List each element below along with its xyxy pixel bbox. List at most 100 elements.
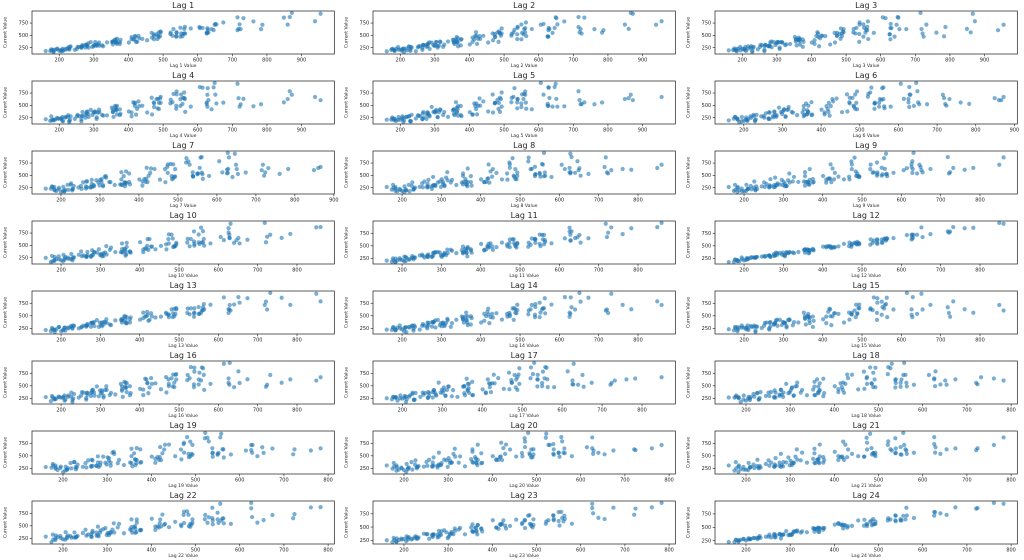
x-tick-label: 600: [193, 127, 203, 133]
x-tick-label: 500: [516, 337, 526, 343]
x-tick-label: 400: [124, 127, 134, 133]
scatter-points: [384, 220, 665, 265]
lag-plot-canvas-23: Lag 23 200 300 400 500 600 700 800 250 500 750 Lag …: [344, 491, 677, 559]
y-tick-label: 750: [701, 301, 711, 307]
scatter-points: [384, 10, 665, 55]
x-tick-label: 200: [56, 407, 66, 413]
x-tick-label: 700: [936, 337, 946, 343]
x-tick-label: 300: [778, 197, 788, 203]
y-tick-label: 500: [19, 314, 29, 320]
subplot-title: Lag 7: [172, 141, 194, 150]
y-tick-label: 500: [19, 33, 29, 39]
x-tick-label: 300: [437, 337, 447, 343]
scatter-points: [726, 500, 1006, 545]
scatter-points: [43, 430, 323, 475]
y-tick-label: 500: [701, 384, 711, 390]
y-axis-label: Current Value: [2, 227, 8, 258]
scatter-points: [384, 80, 665, 125]
y-tick-label: 500: [360, 33, 370, 39]
scatter-points: [726, 290, 1006, 335]
lag-plot-10: Lag 10 200 300 400 500 600 700 800 250 500 750 Lag …: [0, 210, 341, 280]
subplot-title: Lag 22: [170, 491, 197, 500]
x-tick-label: 800: [945, 57, 955, 63]
x-tick-label: 200: [58, 477, 68, 483]
x-tick-label: 800: [290, 197, 300, 203]
x-axis-label: Lag 11 Value: [510, 273, 540, 279]
lag-plot-23: Lag 23 200 300 400 500 600 700 800 250 500 750 Lag …: [341, 490, 682, 560]
x-tick-label: 200: [396, 127, 406, 133]
x-tick-label: 400: [806, 57, 816, 63]
x-tick-label: 700: [251, 197, 261, 203]
x-tick-label: 200: [739, 127, 749, 133]
x-tick-label: 800: [665, 477, 675, 483]
x-tick-label: 600: [214, 267, 224, 273]
x-tick-label: 600: [896, 267, 906, 273]
lag-plot-canvas-14: Lag 14 200 300 400 500 600 700 800 250 500 750 Lag …: [344, 281, 677, 349]
x-tick-label: 700: [910, 57, 920, 63]
subplot-title: Lag 6: [855, 71, 877, 80]
x-tick-label: 700: [279, 547, 289, 553]
x-tick-label: 800: [262, 127, 272, 133]
y-tick-label: 500: [701, 314, 711, 320]
subplot-title: Lag 2: [513, 1, 535, 10]
x-tick-label: 200: [398, 337, 408, 343]
lag-plot-11: Lag 11 200 300 400 500 600 700 800 250 500 750 Lag …: [341, 210, 682, 280]
scatter-points: [726, 150, 1006, 195]
subplot-title: Lag 1: [172, 1, 194, 10]
lag-plot-13: Lag 13 200 300 400 500 600 700 800 250 500 750 Lag …: [0, 280, 341, 350]
x-tick-label: 800: [262, 57, 272, 63]
x-tick-label: 500: [174, 407, 184, 413]
y-axis-label: Current Value: [2, 157, 8, 188]
subplot-title: Lag 14: [511, 281, 538, 290]
y-tick-label: 250: [19, 466, 29, 472]
y-tick-label: 250: [360, 185, 370, 191]
x-tick-label: 500: [873, 407, 883, 413]
x-tick-label: 500: [532, 547, 542, 553]
x-axis-label: Lag 18 Value: [851, 413, 881, 419]
y-tick-label: 500: [19, 384, 29, 390]
x-tick-label: 800: [1006, 477, 1016, 483]
x-axis-label: Lag 9 Value: [852, 203, 879, 209]
x-tick-label: 500: [841, 57, 851, 63]
x-axis-label: Lag 6 Value: [852, 133, 879, 139]
x-tick-label: 700: [598, 407, 608, 413]
scatter-points: [43, 290, 323, 335]
x-tick-label: 200: [737, 57, 747, 63]
x-tick-label: 900: [638, 57, 648, 63]
scatter-points: [726, 430, 1006, 475]
scatter-points: [384, 500, 665, 545]
x-tick-label: 800: [323, 547, 333, 553]
x-tick-label: 200: [54, 127, 64, 133]
x-tick-label: 900: [329, 197, 339, 203]
x-tick-label: 300: [89, 57, 99, 63]
x-tick-label: 300: [785, 407, 795, 413]
y-tick-label: 750: [19, 21, 29, 27]
lag-plot-canvas-17: Lag 17 200 300 400 500 600 700 800 250 500 750 Lag …: [344, 351, 677, 419]
y-tick-label: 250: [19, 536, 29, 542]
x-tick-label: 400: [829, 547, 839, 553]
x-tick-label: 700: [936, 267, 946, 273]
y-tick-label: 500: [360, 314, 370, 320]
x-tick-label: 900: [297, 127, 307, 133]
y-tick-label: 750: [360, 371, 370, 377]
y-axis-label: Current Value: [344, 227, 350, 258]
x-tick-label: 500: [174, 337, 184, 343]
x-tick-label: 400: [818, 267, 828, 273]
x-tick-label: 600: [918, 547, 928, 553]
scatter-points: [43, 360, 323, 405]
x-tick-label: 300: [778, 267, 788, 273]
x-tick-label: 300: [96, 267, 106, 273]
y-axis-label: Current Value: [2, 87, 8, 118]
y-tick-label: 750: [701, 512, 711, 518]
x-axis-label: Lag 1 Value: [170, 63, 197, 69]
lag-plot-canvas-13: Lag 13 200 300 400 500 600 700 800 250 500 750 Lag …: [2, 281, 335, 349]
x-tick-label: 700: [228, 127, 238, 133]
x-tick-label: 400: [147, 477, 157, 483]
lag-plot-19: Lag 19 200 300 400 500 600 700 800 250 500 750 Lag …: [0, 420, 341, 490]
y-tick-label: 750: [701, 21, 711, 27]
x-tick-label: 500: [516, 267, 526, 273]
lag-plot-canvas-3: Lag 3 200 300 400 500 600 700 800 900 250 500 750 La…: [685, 1, 1018, 69]
y-axis-label: Current Value: [344, 297, 350, 328]
x-tick-label: 300: [785, 477, 795, 483]
subplot-title: Lag 11: [511, 211, 538, 220]
